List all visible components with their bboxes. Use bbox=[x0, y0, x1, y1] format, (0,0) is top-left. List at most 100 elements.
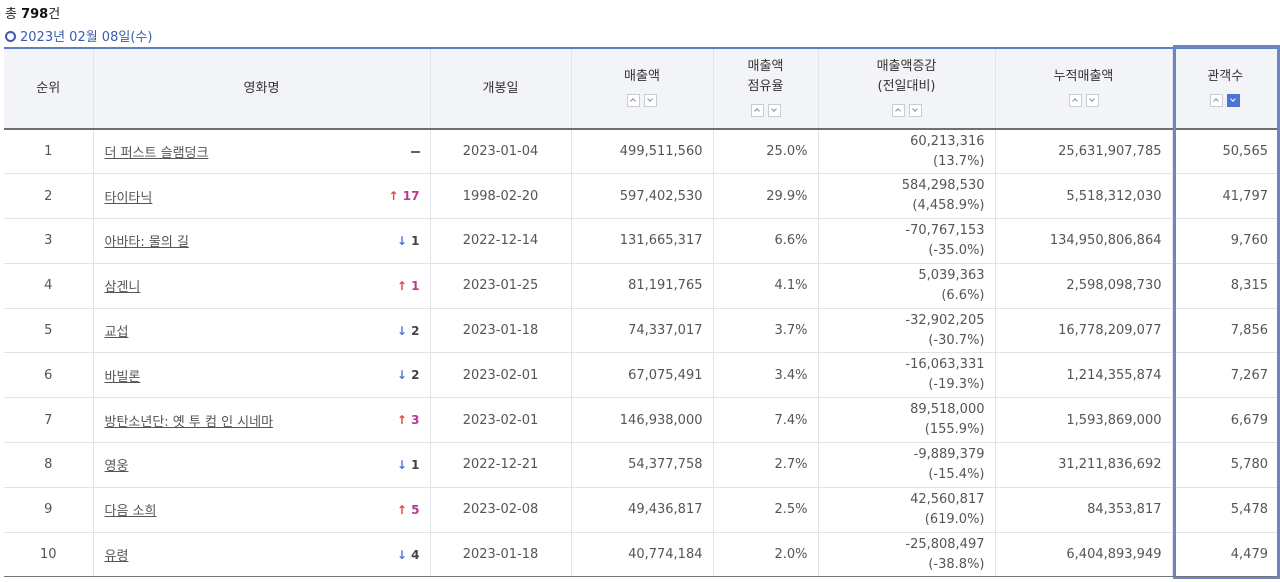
rank-change-value: 17 bbox=[402, 189, 420, 204]
release-date-cell: 2023-02-01 bbox=[430, 397, 572, 444]
rank-change-value: 2 bbox=[411, 323, 420, 338]
rank-no-change bbox=[410, 145, 420, 159]
header-change: 매출액증감 (전일대비) bbox=[818, 47, 996, 130]
date-selector[interactable]: 2023년 02월 08일(수) bbox=[5, 26, 152, 45]
sales-change-percent: (4,458.9%) bbox=[912, 198, 985, 214]
movie-title-link[interactable]: 아바타: 물의 길 bbox=[104, 235, 189, 251]
sales-change-amount: -25,808,497 bbox=[905, 536, 985, 552]
audience-cell: 5,478 bbox=[1172, 487, 1278, 533]
share-cell: 6.6% bbox=[713, 218, 819, 264]
title-cell: 다음 소희 ↑ 5 bbox=[93, 487, 431, 533]
movie-title-link[interactable]: 다음 소희 bbox=[104, 504, 157, 520]
header-change-line2: (전일대비) bbox=[877, 78, 936, 94]
chevron-down-icon[interactable] bbox=[644, 93, 657, 107]
cumulative-sales-cell: 25,631,907,785 bbox=[995, 129, 1173, 175]
audience-cell: 41,797 bbox=[1172, 173, 1278, 220]
sales-change-percent: (-38.8%) bbox=[928, 556, 985, 572]
title-cell: 아바타: 물의 길 ↓ 1 bbox=[93, 218, 431, 264]
audience-cell: 50,565 bbox=[1172, 129, 1278, 175]
movie-title-link[interactable]: 유령 bbox=[104, 549, 129, 565]
sort-controls bbox=[749, 101, 783, 121]
chevron-down-icon[interactable] bbox=[1085, 93, 1099, 107]
chevron-up-icon[interactable] bbox=[1210, 93, 1224, 107]
sales-change-cell: -70,767,153 (-35.0%) bbox=[818, 218, 996, 264]
title-cell: 삼겐니 ↑ 1 bbox=[93, 263, 431, 309]
rank-cell: 2 bbox=[4, 173, 94, 220]
sales-change-cell: -16,063,331 (-19.3%) bbox=[818, 352, 996, 399]
sales-change-percent: (6.6%) bbox=[941, 287, 985, 303]
movie-title-link[interactable]: 영웅 bbox=[104, 459, 129, 475]
rank-change: ↑ 5 bbox=[397, 503, 420, 517]
sales-change-percent: (-19.3%) bbox=[928, 377, 985, 393]
sales-change-amount: 60,213,316 bbox=[910, 133, 985, 149]
rank-cell: 10 bbox=[4, 532, 94, 578]
header-title: 영화명 bbox=[93, 47, 431, 130]
sales-change-cell: -9,889,379 (-15.4%) bbox=[818, 442, 996, 488]
total-number: 798 bbox=[21, 7, 49, 22]
share-cell: 29.9% bbox=[713, 173, 819, 220]
release-date-cell: 2023-01-18 bbox=[430, 308, 572, 354]
header-share-line2: 점유율 bbox=[747, 78, 784, 94]
sales-cell: 40,774,184 bbox=[571, 532, 714, 578]
rank-change-value: 1 bbox=[411, 233, 420, 248]
header-share: 매출액 점유율 bbox=[713, 47, 819, 130]
sales-change-cell: 89,518,000 (155.9%) bbox=[818, 397, 996, 444]
release-date-cell: 2022-12-14 bbox=[430, 218, 572, 264]
chevron-down-icon[interactable] bbox=[908, 103, 922, 117]
box-office-table: 순위 영화명 개봉일 매출액 매출액 점유율 매출액증감 (전일대비) 누적매출… bbox=[4, 47, 1278, 578]
rank-cell: 5 bbox=[4, 308, 94, 354]
audience-cell: 6,679 bbox=[1172, 397, 1278, 444]
header-release: 개봉일 bbox=[430, 47, 572, 130]
header-audience: 관객수 bbox=[1172, 47, 1278, 130]
release-date-cell: 1998-02-20 bbox=[430, 173, 572, 220]
movie-title-link[interactable]: 삼겐니 bbox=[104, 280, 141, 296]
movie-title-link[interactable]: 바빌론 bbox=[104, 369, 141, 385]
release-date-cell: 2023-01-25 bbox=[430, 263, 572, 309]
rank-cell: 4 bbox=[4, 263, 94, 309]
sales-cell: 74,337,017 bbox=[571, 308, 714, 354]
sales-change-cell: 584,298,530 (4,458.9%) bbox=[818, 173, 996, 220]
title-cell: 영웅 ↓ 1 bbox=[93, 442, 431, 488]
title-cell: 더 퍼스트 슬램덩크 bbox=[93, 129, 431, 175]
release-date-cell: 2023-01-18 bbox=[430, 532, 572, 578]
chevron-up-icon[interactable] bbox=[750, 103, 764, 117]
share-cell: 2.5% bbox=[713, 487, 819, 533]
cumulative-sales-cell: 31,211,836,692 bbox=[995, 442, 1173, 488]
total-prefix: 총 bbox=[5, 7, 22, 22]
sales-change-amount: -16,063,331 bbox=[905, 357, 985, 373]
movie-title-link[interactable]: 타이타닉 bbox=[104, 190, 153, 206]
title-cell: 교섭 ↓ 2 bbox=[93, 308, 431, 354]
audience-cell: 5,780 bbox=[1172, 442, 1278, 488]
rank-change-value: 3 bbox=[411, 413, 420, 428]
movie-title-link[interactable]: 방탄소년단: 옛 투 컴 인 시네마 bbox=[104, 414, 274, 430]
sales-change-cell: -25,808,497 (-38.8%) bbox=[818, 532, 996, 578]
sort-controls bbox=[1208, 91, 1242, 111]
audience-cell: 8,315 bbox=[1172, 263, 1278, 309]
movie-title-link[interactable]: 교섭 bbox=[104, 325, 129, 341]
rank-change: ↑ 17 bbox=[389, 189, 420, 203]
sales-change-percent: (-35.0%) bbox=[928, 242, 985, 258]
header-cumulative: 누적매출액 bbox=[995, 47, 1173, 130]
cumulative-sales-cell: 134,950,806,864 bbox=[995, 218, 1173, 264]
sales-change-amount: 89,518,000 bbox=[910, 402, 985, 418]
chevron-down-icon[interactable] bbox=[1227, 93, 1241, 107]
chevron-down-icon[interactable] bbox=[767, 103, 781, 117]
rank-change-value: 5 bbox=[411, 502, 420, 517]
total-suffix: 건 bbox=[48, 7, 61, 22]
movie-title-link[interactable]: 더 퍼스트 슬램덩크 bbox=[104, 146, 209, 162]
chevron-up-icon[interactable] bbox=[891, 103, 905, 117]
table-row: 6 바빌론 ↓ 2 2023-02-01 67,075,491 3.4% -16,063,3… bbox=[4, 352, 1278, 399]
header-sales: 매출액 bbox=[571, 47, 714, 130]
release-date-cell: 2023-01-04 bbox=[430, 129, 572, 175]
audience-cell: 7,267 bbox=[1172, 352, 1278, 399]
chevron-up-icon[interactable] bbox=[627, 93, 640, 107]
rank-change: ↓ 2 bbox=[397, 368, 420, 382]
audience-cell: 4,479 bbox=[1172, 532, 1278, 578]
chevron-up-icon[interactable] bbox=[1068, 93, 1082, 107]
share-cell: 25.0% bbox=[713, 129, 819, 175]
rank-change: ↑ 3 bbox=[397, 413, 420, 427]
dash-icon bbox=[410, 151, 420, 154]
rank-cell: 8 bbox=[4, 442, 94, 488]
sales-cell: 597,402,530 bbox=[571, 173, 714, 220]
arrow-down-icon: ↓ bbox=[396, 547, 407, 562]
